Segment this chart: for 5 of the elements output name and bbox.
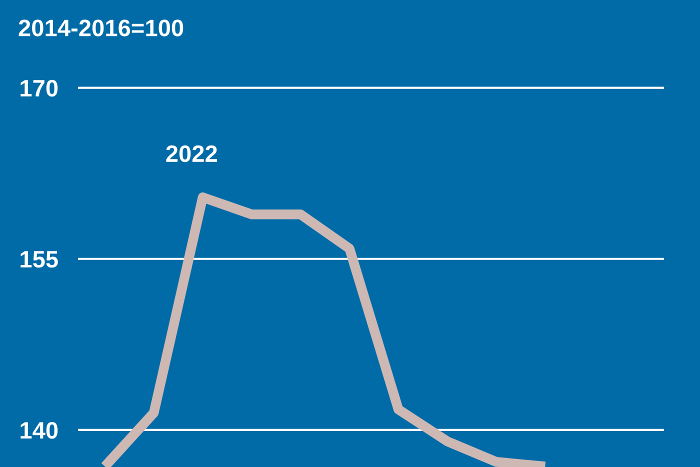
y-tick-label: 140: [20, 422, 58, 439]
annotation: 2022: [166, 145, 217, 162]
text: 2014-2016=100: [18, 20, 184, 36]
y-tick-label: 170: [20, 80, 58, 97]
y-tick-label: 155: [20, 251, 58, 268]
